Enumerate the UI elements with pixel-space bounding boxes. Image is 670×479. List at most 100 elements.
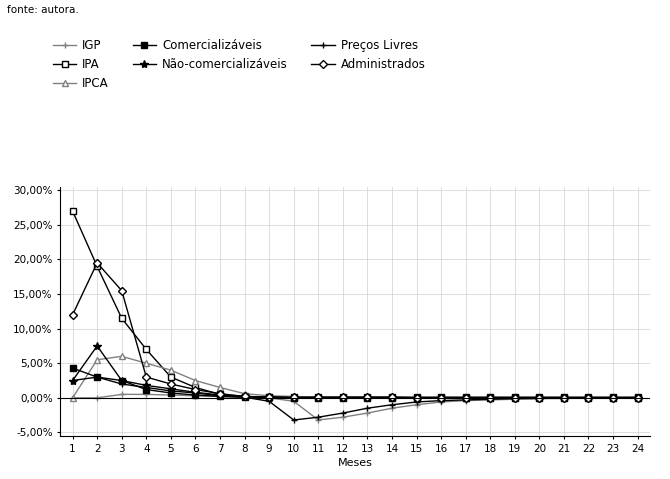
IPA: [437, 394, 445, 400]
Legend: IGP, IPA, IPCA, Comercializáveis, Não-comercializáveis, Preços Livres, Administr: IGP, IPA, IPCA, Comercializáveis, Não-co…: [53, 39, 426, 90]
IPCA: [68, 395, 76, 401]
Preços Livres: [216, 393, 224, 399]
IGP: [413, 402, 421, 408]
Comercializáveis: [634, 395, 642, 401]
IPA: [388, 394, 396, 400]
Não-comercializáveis: [314, 395, 322, 401]
Não-comercializáveis: [388, 395, 396, 401]
Não-comercializáveis: [68, 377, 76, 383]
IPCA: [535, 395, 543, 401]
Não-comercializáveis: [560, 395, 568, 401]
IGP: [216, 394, 224, 399]
Administrados: [68, 312, 76, 318]
IPA: [289, 394, 297, 400]
IGP: [118, 391, 126, 397]
IPCA: [511, 395, 519, 401]
Não-comercializáveis: [363, 395, 371, 401]
Preços Livres: [634, 395, 642, 401]
Não-comercializáveis: [584, 395, 592, 401]
IPA: [486, 394, 494, 400]
IGP: [142, 391, 150, 397]
IGP: [265, 395, 273, 401]
Comercializáveis: [339, 395, 347, 401]
Não-comercializáveis: [142, 383, 150, 388]
Preços Livres: [265, 399, 273, 404]
IPCA: [314, 394, 322, 400]
IGP: [511, 396, 519, 402]
IPA: [462, 394, 470, 400]
Comercializáveis: [118, 377, 126, 383]
Preços Livres: [511, 396, 519, 401]
IGP: [462, 398, 470, 403]
Preços Livres: [142, 385, 150, 390]
Não-comercializáveis: [241, 394, 249, 399]
Line: IGP: IGP: [69, 391, 641, 423]
Line: Preços Livres: Preços Livres: [69, 374, 641, 423]
IPCA: [216, 385, 224, 390]
Não-comercializáveis: [118, 377, 126, 383]
Comercializáveis: [93, 374, 101, 380]
Não-comercializáveis: [634, 395, 642, 401]
IPCA: [192, 377, 200, 383]
Não-comercializáveis: [535, 395, 543, 401]
IPCA: [584, 395, 592, 401]
Comercializáveis: [216, 394, 224, 399]
IPA: [142, 346, 150, 352]
Não-comercializáveis: [511, 395, 519, 401]
IPCA: [388, 394, 396, 400]
Comercializáveis: [413, 395, 421, 401]
IPA: [93, 263, 101, 269]
IPA: [314, 394, 322, 400]
Administrados: [413, 395, 421, 401]
Comercializáveis: [511, 395, 519, 401]
Preços Livres: [535, 396, 543, 401]
IGP: [93, 395, 101, 401]
IPCA: [609, 395, 617, 401]
IPA: [192, 385, 200, 390]
Comercializáveis: [314, 395, 322, 401]
Administrados: [584, 395, 592, 401]
Administrados: [437, 395, 445, 401]
IPA: [535, 394, 543, 400]
IPA: [634, 394, 642, 400]
Comercializáveis: [462, 395, 470, 401]
IPA: [265, 394, 273, 400]
IPCA: [265, 393, 273, 399]
IPCA: [462, 395, 470, 401]
IGP: [363, 410, 371, 416]
IPA: [339, 394, 347, 400]
Comercializáveis: [584, 395, 592, 401]
Preços Livres: [68, 377, 76, 383]
Comercializáveis: [192, 392, 200, 398]
Administrados: [511, 395, 519, 401]
Administrados: [363, 394, 371, 400]
IPA: [584, 394, 592, 400]
IPCA: [339, 394, 347, 400]
Preços Livres: [388, 402, 396, 408]
Administrados: [535, 395, 543, 401]
IGP: [339, 414, 347, 420]
Administrados: [167, 381, 175, 387]
Preços Livres: [339, 410, 347, 416]
Não-comercializáveis: [413, 395, 421, 401]
Comercializáveis: [68, 365, 76, 371]
Não-comercializáveis: [339, 395, 347, 401]
Preços Livres: [93, 374, 101, 380]
IPA: [609, 394, 617, 400]
IPCA: [634, 395, 642, 401]
Administrados: [265, 394, 273, 400]
Administrados: [634, 395, 642, 401]
Não-comercializáveis: [167, 386, 175, 392]
Preços Livres: [167, 388, 175, 394]
Não-comercializáveis: [609, 395, 617, 401]
IGP: [609, 395, 617, 401]
Preços Livres: [437, 398, 445, 403]
Preços Livres: [462, 397, 470, 403]
IPCA: [437, 395, 445, 401]
Administrados: [388, 394, 396, 400]
IGP: [388, 405, 396, 411]
Preços Livres: [241, 394, 249, 400]
Comercializáveis: [388, 395, 396, 401]
IPA: [216, 391, 224, 397]
IPA: [167, 374, 175, 380]
